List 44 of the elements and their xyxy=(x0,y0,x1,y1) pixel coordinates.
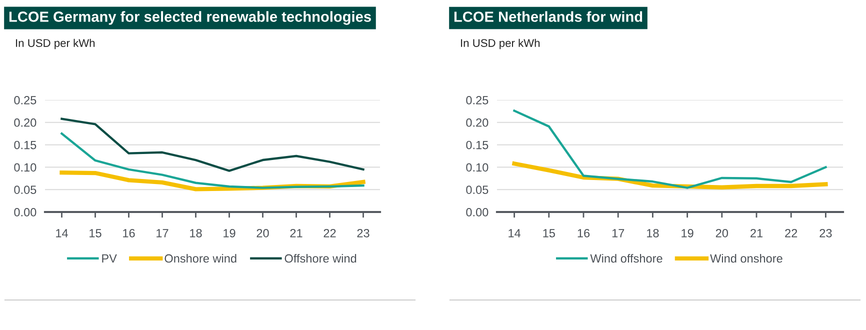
y-tick-label: 0.20 xyxy=(466,118,488,127)
x-tick-label: 23 xyxy=(820,228,832,238)
x-tick-label: 18 xyxy=(647,228,659,238)
y-tick-label: 0.10 xyxy=(14,163,36,172)
chart-title: LCOE Netherlands for wind xyxy=(454,11,642,22)
x-tick-label: 17 xyxy=(612,229,624,238)
x-tick-label: 19 xyxy=(224,228,236,238)
x-tick-label: 14 xyxy=(508,229,521,238)
legend-label: Onshore wind xyxy=(164,254,236,263)
x-tick-label: 20 xyxy=(256,228,269,238)
x-tick-label: 22 xyxy=(324,228,336,238)
legend-label: Wind onshore xyxy=(710,254,782,263)
x-tick-label: 15 xyxy=(543,229,555,238)
x-tick-label: 14 xyxy=(56,229,68,238)
y-tick-label: 0.20 xyxy=(14,118,36,127)
y-tick-label: 0.00 xyxy=(14,208,36,216)
y-tick-label: 0.10 xyxy=(466,163,488,172)
line-series xyxy=(513,110,827,189)
chart-title: LCOE Germany for selected renewable technologies xyxy=(9,11,371,25)
x-tick-label: 21 xyxy=(290,228,302,238)
x-tick-label: 21 xyxy=(750,228,762,238)
y-tick-label: 0.15 xyxy=(14,140,36,150)
line-series xyxy=(60,118,364,172)
y-axis-title: In USD per kWh xyxy=(16,38,95,50)
x-tick-label: 22 xyxy=(785,228,798,238)
x-tick-label: 16 xyxy=(578,228,590,238)
line-series xyxy=(60,132,364,189)
y-axis-title: In USD per kWh xyxy=(461,38,540,50)
x-tick-label: 23 xyxy=(357,228,370,238)
legend-label: PV xyxy=(102,254,117,263)
y-tick-label: 0.00 xyxy=(466,208,488,216)
x-tick-label: 19 xyxy=(682,228,694,238)
y-tick-label: 0.15 xyxy=(466,140,488,150)
y-tick-label: 0.25 xyxy=(14,96,36,104)
legend-label: Wind offshore xyxy=(590,254,662,263)
x-tick-label: 16 xyxy=(123,228,135,238)
x-tick-label: 18 xyxy=(190,228,202,238)
x-tick-label: 17 xyxy=(156,229,168,238)
y-tick-label: 0.05 xyxy=(14,186,36,194)
legend-label: Offshore wind xyxy=(284,254,356,263)
x-tick-label: 20 xyxy=(716,228,728,238)
x-tick-label: 15 xyxy=(90,229,102,238)
y-tick-label: 0.05 xyxy=(466,186,488,194)
y-tick-label: 0.25 xyxy=(466,96,488,104)
